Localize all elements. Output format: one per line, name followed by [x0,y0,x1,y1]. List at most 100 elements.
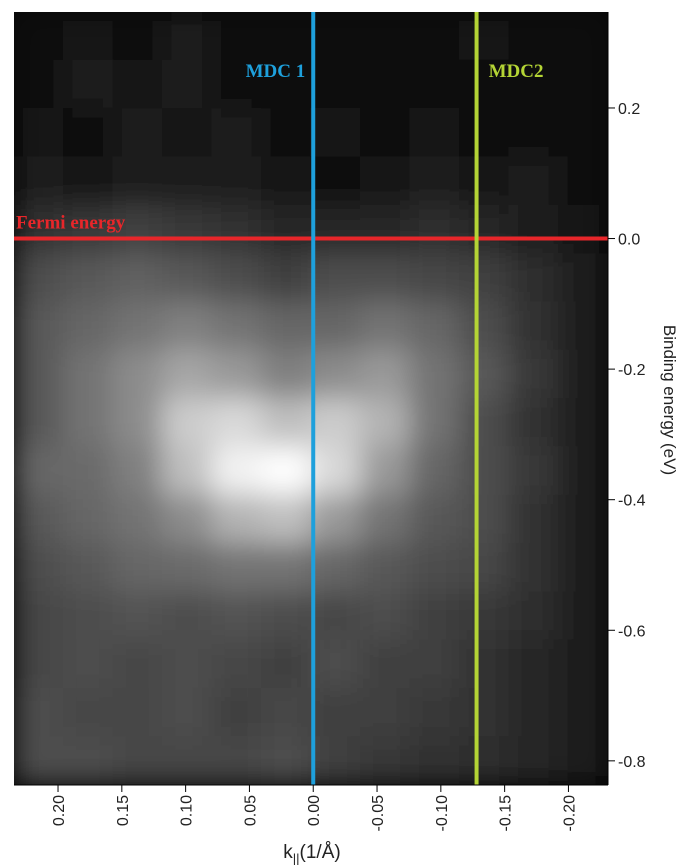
heatmap-cell [360,736,411,785]
heatmap-cell [261,204,312,255]
heatmap-cell [211,494,262,544]
heatmap-cell [63,349,114,399]
x-tick-label: 0.00 [306,795,323,826]
heatmap-cell [459,398,510,448]
heatmap-cell [14,108,64,158]
heatmap-cell [63,253,114,303]
heatmap-cell [310,494,361,544]
heatmap-cell [508,736,559,785]
y-tick-label: 0.2 [618,101,640,118]
x-tick-label: 0.20 [51,795,68,826]
heatmap-cell [409,542,460,593]
x-tick-label: -0.05 [370,795,387,832]
heatmap-cell [63,639,114,689]
heatmap-cell [112,542,163,593]
heatmap-cell [14,736,64,785]
heatmap-cell [360,446,411,496]
heatmap-cell [409,494,460,544]
heatmap-cell [508,12,559,61]
x-title-unit: (1/Å) [300,842,341,863]
heatmap-cell [162,639,213,689]
heatmap-cell [360,398,411,448]
heatmap-cell [459,687,510,738]
heatmap-cell [14,398,64,448]
heatmap-cell [14,687,64,738]
heatmap-cell [63,687,114,738]
heatmap-cell [409,349,460,399]
heatmap-cell [310,12,361,61]
heatmap-cell [409,108,460,158]
heatmap-cell [558,542,608,593]
heatmap-cell [508,542,559,593]
heatmap-cell [162,301,213,351]
heatmap-cell [409,398,460,448]
heatmap-cell [162,542,213,593]
heatmap-cell [508,591,559,641]
heatmap-cell [211,687,262,738]
heatmap-cell [14,349,64,399]
heatmap-cell [162,156,213,206]
heatmap-cell [112,687,163,738]
heatmap-cell [409,736,460,785]
heatmap-cell [211,591,262,641]
y-tick-label: -0.4 [618,493,646,510]
heatmap-cell [459,204,510,255]
heatmap-cell [508,687,559,738]
heatmap-cell [261,349,312,399]
heatmap-cell [63,398,114,448]
heatmap-cell [360,12,411,61]
heatmap-cell [508,108,559,158]
x-tick-label: -0.10 [434,795,451,832]
heatmap-cell [211,349,262,399]
heatmap-cell [14,639,64,689]
overlay: Fermi energy MDC 1 MDC2 [14,12,608,785]
heatmap-cell [162,736,213,785]
heatmap-cell [162,398,213,448]
heatmap-cell [162,494,213,544]
heatmap-cell [14,253,64,303]
heatmap-cell [558,591,608,641]
heatmap-cell [409,253,460,303]
heatmap-cell [508,398,559,448]
x-title-subscript: || [293,851,300,865]
heatmap-cell [459,736,510,785]
heatmap-cell [261,156,312,206]
heatmap-cell [508,301,559,351]
heatmap-cell [14,301,64,351]
heatmap-cell [310,687,361,738]
heatmap-cell [558,301,608,351]
heatmap-cell [162,446,213,496]
heatmap-cell [63,736,114,785]
heatmap-cell [409,12,460,61]
heatmap-cell [261,108,312,158]
heatmap-cell [459,494,510,544]
heatmap-cell [112,591,163,641]
heatmap-cell [211,446,262,496]
heatmap-cell [360,156,411,206]
heatmap-cell [63,446,114,496]
heatmap-cell [508,494,559,544]
heatmap-cell [310,736,361,785]
heatmap-cell [112,108,163,158]
heatmap-cell [63,108,114,158]
heatmap-cell [310,301,361,351]
heatmap-cell [112,494,163,544]
heatmap-cell [162,59,213,110]
heatmap-cell [14,494,64,544]
heatmap-cell [459,253,510,303]
heatmap-cell [409,446,460,496]
heatmap-cell [261,253,312,303]
heatmap-cell [558,204,608,255]
heatmap-cell [310,591,361,641]
heatmap-cell [558,639,608,689]
y-tick-label: -0.6 [618,623,646,640]
heatmap-cell [211,398,262,448]
heatmap-cell [211,253,262,303]
heatmap-cell [508,253,559,303]
heatmap-cell [310,398,361,448]
heatmap-cell [63,494,114,544]
y-tick-label: -0.8 [618,754,646,771]
y-tick-label: -0.2 [618,362,646,379]
heatmap-cell [211,156,262,206]
